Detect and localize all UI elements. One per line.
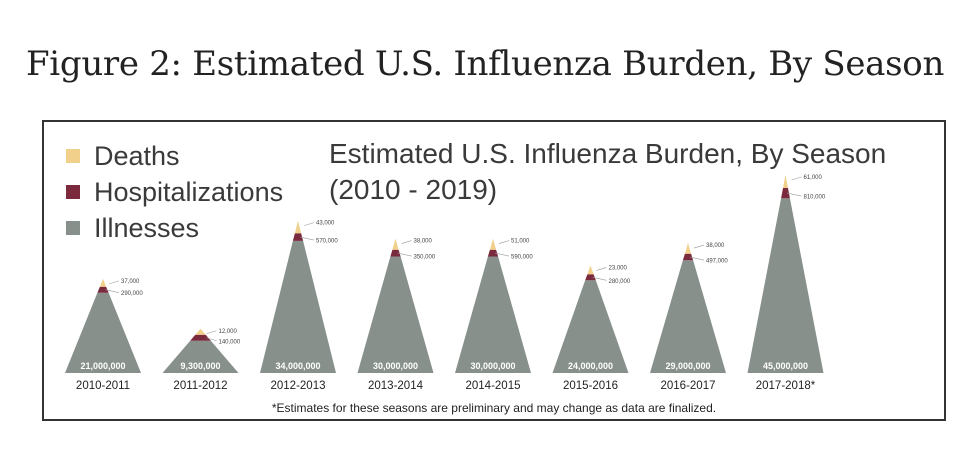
- chart-title-line1: Estimated U.S. Influenza Burden, By Seas…: [329, 138, 887, 169]
- death-label-3: 38,000: [414, 239, 433, 245]
- hospitalization-label-2: 570,000: [316, 239, 338, 245]
- hospitalization-label-0: 290,000: [121, 291, 143, 297]
- hospitalization-label-5: 280,000: [609, 279, 631, 285]
- chart-figure: 21,000,000 37,000 290,000 2010-2011 9,300,00…: [42, 120, 946, 421]
- category-label-0: 2010-2011: [76, 380, 130, 392]
- category-label-2: 2012-2013: [271, 380, 326, 392]
- legend-swatch-hospitalizations: [66, 185, 80, 199]
- page-heading: Figure 2: Estimated U.S. Influenza Burde…: [26, 44, 945, 84]
- hospitalization-shape-6: [682, 253, 694, 261]
- category-label-1: 2011-2012: [173, 380, 227, 392]
- death-shape-5: [587, 265, 594, 275]
- legend-swatch-illnesses: [66, 221, 80, 235]
- illness-shape-2: [260, 240, 336, 373]
- death-label-4: 51,000: [511, 239, 530, 245]
- death-label-0: 37,000: [121, 279, 140, 285]
- hospitalization-leader-2: [300, 236, 315, 241]
- hospitalization-shape-5: [585, 274, 596, 281]
- chart-title-line2: (2010 - 2019): [329, 174, 498, 205]
- hospitalization-shape-0: [97, 286, 109, 293]
- cropped-text-fragment: [26, 452, 546, 462]
- death-shape-4: [489, 238, 497, 250]
- illness-label-1: 9,300,000: [180, 361, 220, 371]
- death-leader-6: [693, 244, 705, 249]
- hospitalization-label-3: 350,000: [414, 255, 436, 261]
- hospitalization-leader-5: [592, 277, 607, 281]
- hospitalization-shape-7: [781, 188, 790, 199]
- hospitalization-leader-3: [397, 252, 412, 257]
- legend-item-illnesses: Illnesses: [66, 210, 283, 246]
- death-shape-3: [392, 238, 399, 250]
- legend-label-hospitalizations: Hospitalizations: [94, 176, 284, 207]
- death-leader-3: [401, 240, 412, 244]
- hospitalization-shape-4: [487, 249, 499, 257]
- category-label-3: 2013-2014: [368, 380, 424, 392]
- illness-shape-1: [162, 340, 239, 373]
- illness-shape-7: [747, 198, 824, 373]
- illness-label-3: 30,000,000: [373, 361, 418, 371]
- category-label-7: 2017-2018*: [756, 380, 816, 392]
- legend-label-illnesses: Illnesses: [94, 212, 200, 243]
- death-leader-2: [303, 222, 315, 226]
- hospitalization-label-4: 590,000: [511, 255, 533, 261]
- illness-shape-0: [65, 292, 141, 373]
- death-leader-4: [498, 240, 510, 244]
- hospitalization-label-6: 497,000: [706, 259, 728, 265]
- legend-label-deaths: Deaths: [94, 140, 180, 171]
- death-shape-6: [684, 243, 692, 254]
- hospitalization-leader-0: [105, 289, 120, 293]
- death-label-1: 12,000: [219, 329, 238, 335]
- hospitalization-leader-7: [786, 192, 802, 197]
- hospitalization-shape-2: [292, 233, 304, 241]
- legend-item-deaths: Deaths: [66, 138, 283, 174]
- hospitalization-leader-1: [206, 337, 217, 342]
- illness-label-0: 21,000,000: [80, 361, 125, 371]
- death-shape-7: [783, 175, 788, 188]
- illness-label-4: 30,000,000: [470, 361, 515, 371]
- hospitalization-shape-1: [190, 334, 211, 341]
- death-shape-0: [99, 278, 107, 287]
- hospitalization-shape-3: [390, 249, 401, 257]
- illness-shape-4: [455, 256, 531, 373]
- hospitalization-label-7: 810,000: [804, 195, 826, 201]
- illness-label-2: 34,000,000: [275, 361, 320, 371]
- death-label-5: 23,000: [609, 265, 628, 271]
- category-label-4: 2014-2015: [466, 380, 521, 392]
- death-shape-2: [294, 220, 302, 234]
- category-label-5: 2015-2016: [563, 380, 618, 392]
- category-label-6: 2016-2017: [661, 380, 716, 392]
- death-label-7: 61,000: [804, 175, 823, 181]
- legend-item-hospitalizations: Hospitalizations: [66, 174, 283, 210]
- death-leader-7: [791, 176, 802, 181]
- illness-shape-6: [650, 260, 726, 373]
- illness-label-5: 24,000,000: [568, 361, 613, 371]
- hospitalization-leader-6: [690, 256, 705, 261]
- death-label-6: 38,000: [706, 243, 725, 249]
- death-leader-1: [206, 330, 217, 335]
- hospitalization-label-1: 140,000: [219, 339, 241, 345]
- illness-label-6: 29,000,000: [665, 361, 710, 371]
- illness-shape-5: [552, 280, 629, 373]
- chart-title: Estimated U.S. Influenza Burden, By Seas…: [329, 136, 886, 208]
- chart-svg: 21,000,000 37,000 290,000 2010-2011 9,300,00…: [65, 175, 826, 392]
- illness-shape-3: [357, 256, 434, 373]
- legend-swatch-deaths: [66, 149, 80, 163]
- chart-footnote: *Estimates for these seasons are prelimi…: [271, 401, 717, 415]
- death-shape-1: [195, 328, 206, 335]
- death-leader-0: [108, 280, 120, 285]
- hospitalization-leader-4: [495, 252, 510, 257]
- death-leader-5: [596, 267, 607, 271]
- legend: Deaths Hospitalizations Illnesses: [66, 138, 283, 246]
- illness-label-7: 45,000,000: [763, 361, 808, 371]
- death-label-2: 43,000: [316, 221, 335, 227]
